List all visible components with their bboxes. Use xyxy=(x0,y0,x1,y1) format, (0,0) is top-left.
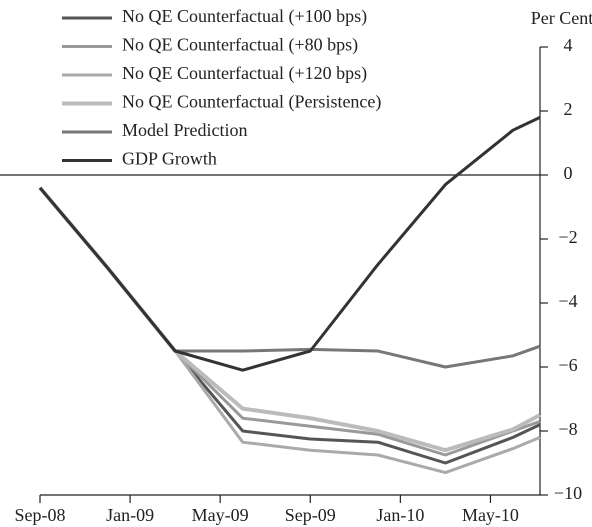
y-axis-label: Per Cent xyxy=(531,8,592,28)
y-tick-label: −2 xyxy=(558,227,577,247)
series-line xyxy=(38,186,541,465)
legend-label: No QE Counterfactual (+100 bps) xyxy=(122,6,367,27)
series-line xyxy=(38,116,541,372)
legend-label: GDP Growth xyxy=(122,149,217,169)
legend-label: No QE Counterfactual (Persistence) xyxy=(122,92,381,113)
x-tick-label: Jan-09 xyxy=(106,505,154,525)
legend-label: Model Prediction xyxy=(122,120,247,140)
y-tick-label: −10 xyxy=(554,483,582,503)
y-tick-label: −6 xyxy=(558,355,577,375)
series-line xyxy=(38,186,541,453)
x-tick-label: Jan-10 xyxy=(376,505,424,525)
legend-label: No QE Counterfactual (+120 bps) xyxy=(122,63,367,84)
y-tick-label: 0 xyxy=(564,163,573,183)
y-tick-label: −8 xyxy=(558,419,577,439)
legend-label: No QE Counterfactual (+80 bps) xyxy=(122,35,358,56)
x-tick-label: May-10 xyxy=(462,505,519,525)
x-tick-label: May-09 xyxy=(192,505,249,525)
y-tick-label: −4 xyxy=(558,291,577,311)
y-tick-label: 2 xyxy=(564,99,573,119)
y-tick-label: 4 xyxy=(564,35,573,55)
series-line xyxy=(38,186,541,475)
x-tick-label: Sep-08 xyxy=(15,505,66,525)
x-tick-label: Sep-09 xyxy=(285,505,336,525)
